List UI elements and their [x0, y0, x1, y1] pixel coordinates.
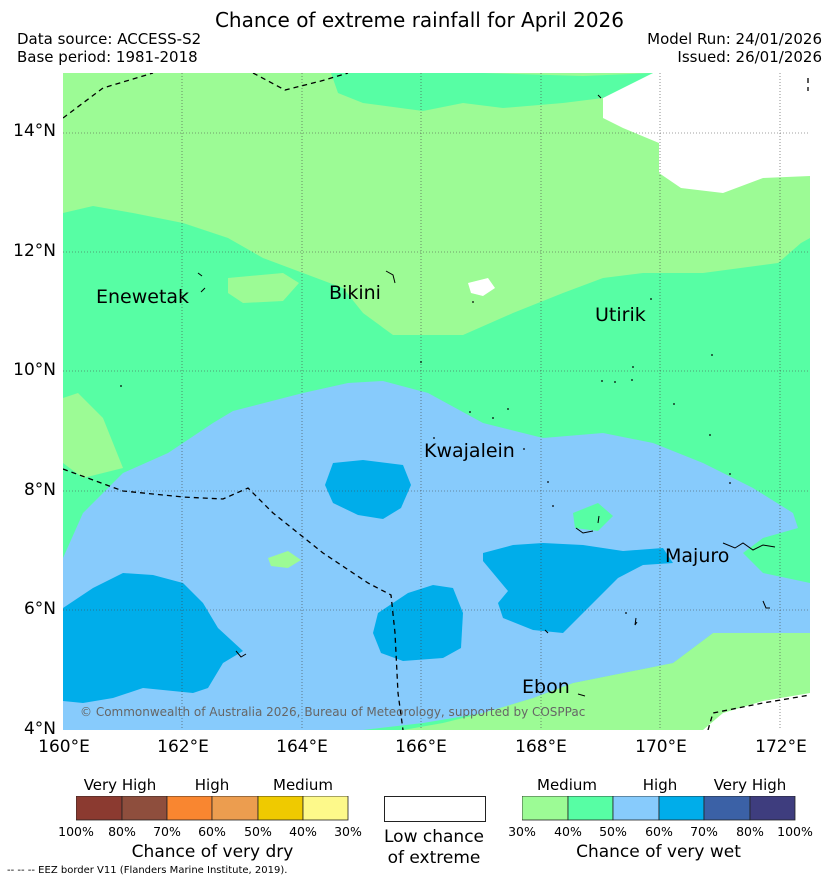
region-very-high-wet-b: [483, 543, 673, 633]
region-low-chance-bottom: [703, 693, 810, 730]
place-label-utirik: Utirik: [595, 304, 646, 326]
eez-footnote: -- -- -- EEZ border V11 (Flanders Marine…: [7, 865, 288, 876]
region-low-chance-top: [603, 73, 810, 193]
wet-legend-title: Chance of very wet: [576, 842, 741, 862]
dry-swatch-40-30: [302, 796, 349, 821]
wet-swatch-60-70: [658, 796, 705, 821]
wet-category-very-high: Very High: [713, 776, 787, 794]
lon-tick-168e: 168°E: [515, 737, 567, 757]
dry-tick-50: 50%: [244, 824, 272, 839]
base-period-label: Base period: 1981-2018: [17, 48, 198, 66]
wet-swatch-80-100: [749, 796, 796, 821]
wet-tick-100: 100%: [777, 824, 813, 839]
lon-tick-170e: 170°E: [635, 737, 687, 757]
wet-tick-70: 70%: [690, 824, 718, 839]
lon-tick-166e: 166°E: [395, 737, 447, 757]
dry-tick-40: 40%: [289, 824, 317, 839]
lon-tick-160e: 160°E: [38, 737, 90, 757]
low-chance-label-line2: of extreme: [387, 848, 481, 868]
lat-tick-10n: 10°N: [13, 360, 56, 380]
place-label-majuro: Majuro: [665, 545, 730, 567]
dry-legend-title: Chance of very dry: [131, 842, 294, 862]
wet-swatch-70-80: [703, 796, 751, 821]
region-medium-wet-patch: [268, 551, 301, 568]
island-outlines: [197, 94, 776, 697]
lon-tick-162e: 162°E: [157, 737, 209, 757]
wet-swatch-50-60: [612, 796, 660, 821]
dry-swatch-80-70: [121, 796, 168, 821]
copyright-notice: © Commonwealth of Australia 2026, Bureau…: [80, 705, 586, 719]
wet-tick-80: 80%: [736, 824, 764, 839]
region-high-wet-top: [331, 73, 653, 111]
data-source-label: Data source: ACCESS-S2: [17, 30, 202, 48]
eez-border: [63, 73, 810, 730]
model-run-label: Model Run: 24/01/2026: [647, 30, 822, 48]
dry-category-high: High: [194, 776, 230, 794]
dry-swatch-70-60: [166, 796, 213, 821]
wet-tick-60: 60%: [645, 824, 673, 839]
dry-swatch-60-50: [211, 796, 259, 821]
wet-category-medium: Medium: [537, 776, 597, 794]
map-canvas: [63, 73, 810, 730]
region-very-high-wet-a: [325, 460, 411, 519]
lat-tick-4n: 4°N: [23, 719, 56, 739]
lon-tick-164e: 164°E: [276, 737, 328, 757]
chart-title: Chance of extreme rainfall for April 202…: [214, 8, 625, 32]
lon-tick-172e: 172°E: [755, 737, 807, 757]
dry-colorbar: [76, 796, 349, 821]
wet-tick-50: 50%: [599, 824, 627, 839]
place-label-kwajalein: Kwajalein: [424, 440, 515, 462]
dry-category-medium: Medium: [273, 776, 333, 794]
dry-tick-60: 60%: [198, 824, 226, 839]
dry-tick-30: 30%: [334, 824, 362, 839]
low-chance-swatch: [384, 796, 486, 822]
dry-swatch-100-80: [76, 796, 123, 821]
place-label-enewetak: Enewetak: [96, 286, 190, 308]
region-low-chance-patch: [468, 278, 495, 296]
wet-tick-30: 30%: [508, 824, 536, 839]
island-dots: [120, 298, 731, 614]
wet-swatch-40-50: [567, 796, 614, 821]
wet-tick-40: 40%: [554, 824, 582, 839]
lat-tick-14n: 14°N: [13, 121, 56, 141]
lat-tick-12n: 12°N: [13, 241, 56, 261]
region-very-high-wet-d: [63, 573, 243, 703]
dry-tick-70: 70%: [153, 824, 181, 839]
dry-category-very-high: Very High: [83, 776, 157, 794]
low-chance-label-line1: Low chance: [384, 827, 484, 847]
issued-label: Issued: 26/01/2026: [677, 48, 822, 66]
lat-tick-8n: 8°N: [23, 480, 56, 500]
dry-tick-80: 80%: [108, 824, 136, 839]
wet-swatch-30-40: [522, 796, 569, 821]
region-high-wet: [63, 381, 810, 730]
dry-swatch-50-40: [257, 796, 304, 821]
place-label-bikini: Bikini: [329, 282, 381, 304]
lat-tick-6n: 6°N: [23, 599, 56, 619]
dry-tick-100: 100%: [58, 824, 94, 839]
rainfall-map: Enewetak Bikini Utirik Kwajalein Majuro …: [63, 73, 810, 730]
region-high-wet-patch-a: [573, 503, 613, 531]
wet-colorbar: [522, 796, 796, 821]
wet-category-high: High: [642, 776, 678, 794]
place-label-ebon: Ebon: [522, 676, 570, 698]
